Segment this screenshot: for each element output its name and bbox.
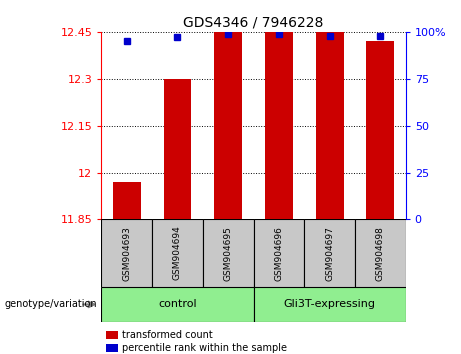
Bar — [164, 79, 191, 219]
Text: Gli3T-expressing: Gli3T-expressing — [284, 299, 376, 309]
Title: GDS4346 / 7946228: GDS4346 / 7946228 — [183, 15, 324, 29]
Bar — [113, 182, 141, 219]
Bar — [265, 30, 293, 219]
Text: transformed count: transformed count — [122, 330, 213, 339]
Bar — [203, 219, 254, 287]
Text: genotype/variation: genotype/variation — [5, 299, 97, 309]
Bar — [355, 219, 406, 287]
Bar — [254, 219, 304, 287]
Bar — [304, 219, 355, 287]
Bar — [214, 30, 242, 219]
Text: GSM904695: GSM904695 — [224, 225, 233, 281]
Text: GSM904696: GSM904696 — [274, 225, 284, 281]
Bar — [254, 287, 406, 322]
Text: GSM904698: GSM904698 — [376, 225, 385, 281]
Text: GSM904693: GSM904693 — [122, 225, 131, 281]
Text: GSM904694: GSM904694 — [173, 226, 182, 280]
Bar — [101, 219, 152, 287]
Bar — [152, 219, 203, 287]
Text: percentile rank within the sample: percentile rank within the sample — [122, 343, 287, 353]
Bar — [106, 331, 118, 339]
Text: control: control — [158, 299, 197, 309]
Text: GSM904697: GSM904697 — [325, 225, 334, 281]
Bar — [101, 287, 254, 322]
Bar — [316, 30, 343, 219]
Bar — [366, 41, 394, 219]
Bar — [106, 344, 118, 352]
